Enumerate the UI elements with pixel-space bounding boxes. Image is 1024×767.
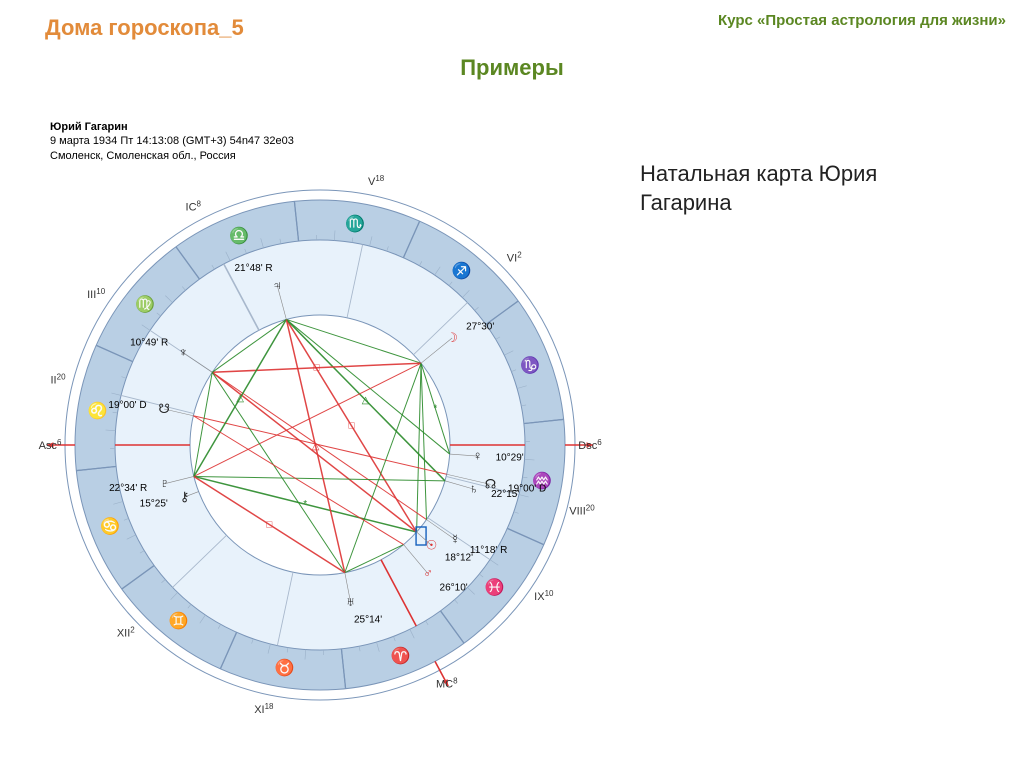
svg-text:△: △	[362, 395, 370, 406]
svg-text:♅: ♅	[346, 594, 356, 609]
svg-text:MC8: MC8	[436, 676, 458, 690]
svg-text:10°49' R: 10°49' R	[130, 338, 168, 349]
svg-text:♊: ♊	[168, 611, 188, 630]
svg-text:XII2: XII2	[117, 626, 135, 640]
svg-text:□: □	[266, 520, 272, 531]
svg-text:♉: ♉	[275, 658, 295, 677]
svg-text:19°00' D: 19°00' D	[108, 400, 146, 411]
svg-text:25°14': 25°14'	[354, 615, 382, 626]
chart-caption: Натальная карта Юрия Гагарина	[640, 160, 877, 217]
svg-text:♃: ♃	[272, 278, 282, 293]
svg-text:☽: ☽	[446, 330, 458, 345]
svg-text:Asc6: Asc6	[39, 438, 62, 452]
svg-text:⚷: ⚷	[180, 489, 190, 504]
svg-text:♎: ♎	[229, 226, 249, 245]
svg-text:□: □	[348, 421, 354, 432]
svg-text:♄: ♄	[469, 481, 479, 496]
svg-text:☿: ☿	[450, 532, 460, 547]
svg-text:15°25': 15°25'	[140, 498, 168, 509]
svg-text:♀: ♀	[473, 448, 483, 463]
svg-text:△: △	[312, 441, 320, 452]
svg-text:♏: ♏	[345, 214, 365, 233]
svg-text:♈: ♈	[391, 646, 411, 665]
svg-text:*: *	[303, 499, 307, 510]
svg-text:♆: ♆	[178, 345, 188, 360]
svg-text:22°15': 22°15'	[491, 489, 519, 500]
svg-text:18°12': 18°12'	[445, 552, 473, 563]
svg-text:III10: III10	[87, 287, 106, 301]
svg-text:VI2: VI2	[507, 250, 522, 264]
svg-text:☉: ☉	[426, 537, 438, 552]
svg-text:22°34' R: 22°34' R	[109, 483, 147, 494]
svg-text:♐: ♐	[452, 261, 472, 280]
page-title: Дома гороскопа_5	[45, 15, 244, 41]
svg-text:☋: ☋	[158, 401, 170, 416]
svg-text:II20: II20	[51, 373, 67, 387]
svg-text:XI18: XI18	[254, 702, 274, 716]
svg-text:♑: ♑	[520, 355, 540, 374]
svg-text:11°18' R: 11°18' R	[470, 545, 507, 556]
svg-text:△: △	[236, 393, 244, 404]
svg-text:♓: ♓	[485, 578, 505, 597]
svg-text:♂: ♂	[423, 566, 433, 581]
svg-text:♍: ♍	[135, 294, 155, 313]
section-title: Примеры	[0, 55, 1024, 81]
svg-text:♇: ♇	[160, 476, 170, 491]
svg-text:□: □	[314, 363, 320, 374]
svg-text:IX10: IX10	[534, 589, 554, 603]
svg-text:*: *	[433, 404, 437, 415]
svg-text:V18: V18	[368, 174, 385, 188]
natal-chart: ♈♉♊♋♌♍♎♏♐♑♒♓Asc6II20III10IC8V18VI2Dsc6VI…	[20, 145, 620, 745]
svg-text:10°29': 10°29'	[496, 452, 524, 463]
svg-text:27°30': 27°30'	[466, 322, 494, 333]
svg-text:21°48' R: 21°48' R	[234, 263, 272, 274]
svg-text:IC8: IC8	[186, 200, 202, 214]
svg-text:♋: ♋	[100, 517, 120, 536]
course-label: Курс «Простая астрология для жизни»	[718, 12, 1006, 29]
svg-text:Dsc6: Dsc6	[578, 438, 602, 452]
svg-text:VIII20: VIII20	[569, 503, 595, 517]
svg-text:26°10': 26°10'	[440, 582, 468, 593]
svg-text:♌: ♌	[88, 401, 108, 420]
